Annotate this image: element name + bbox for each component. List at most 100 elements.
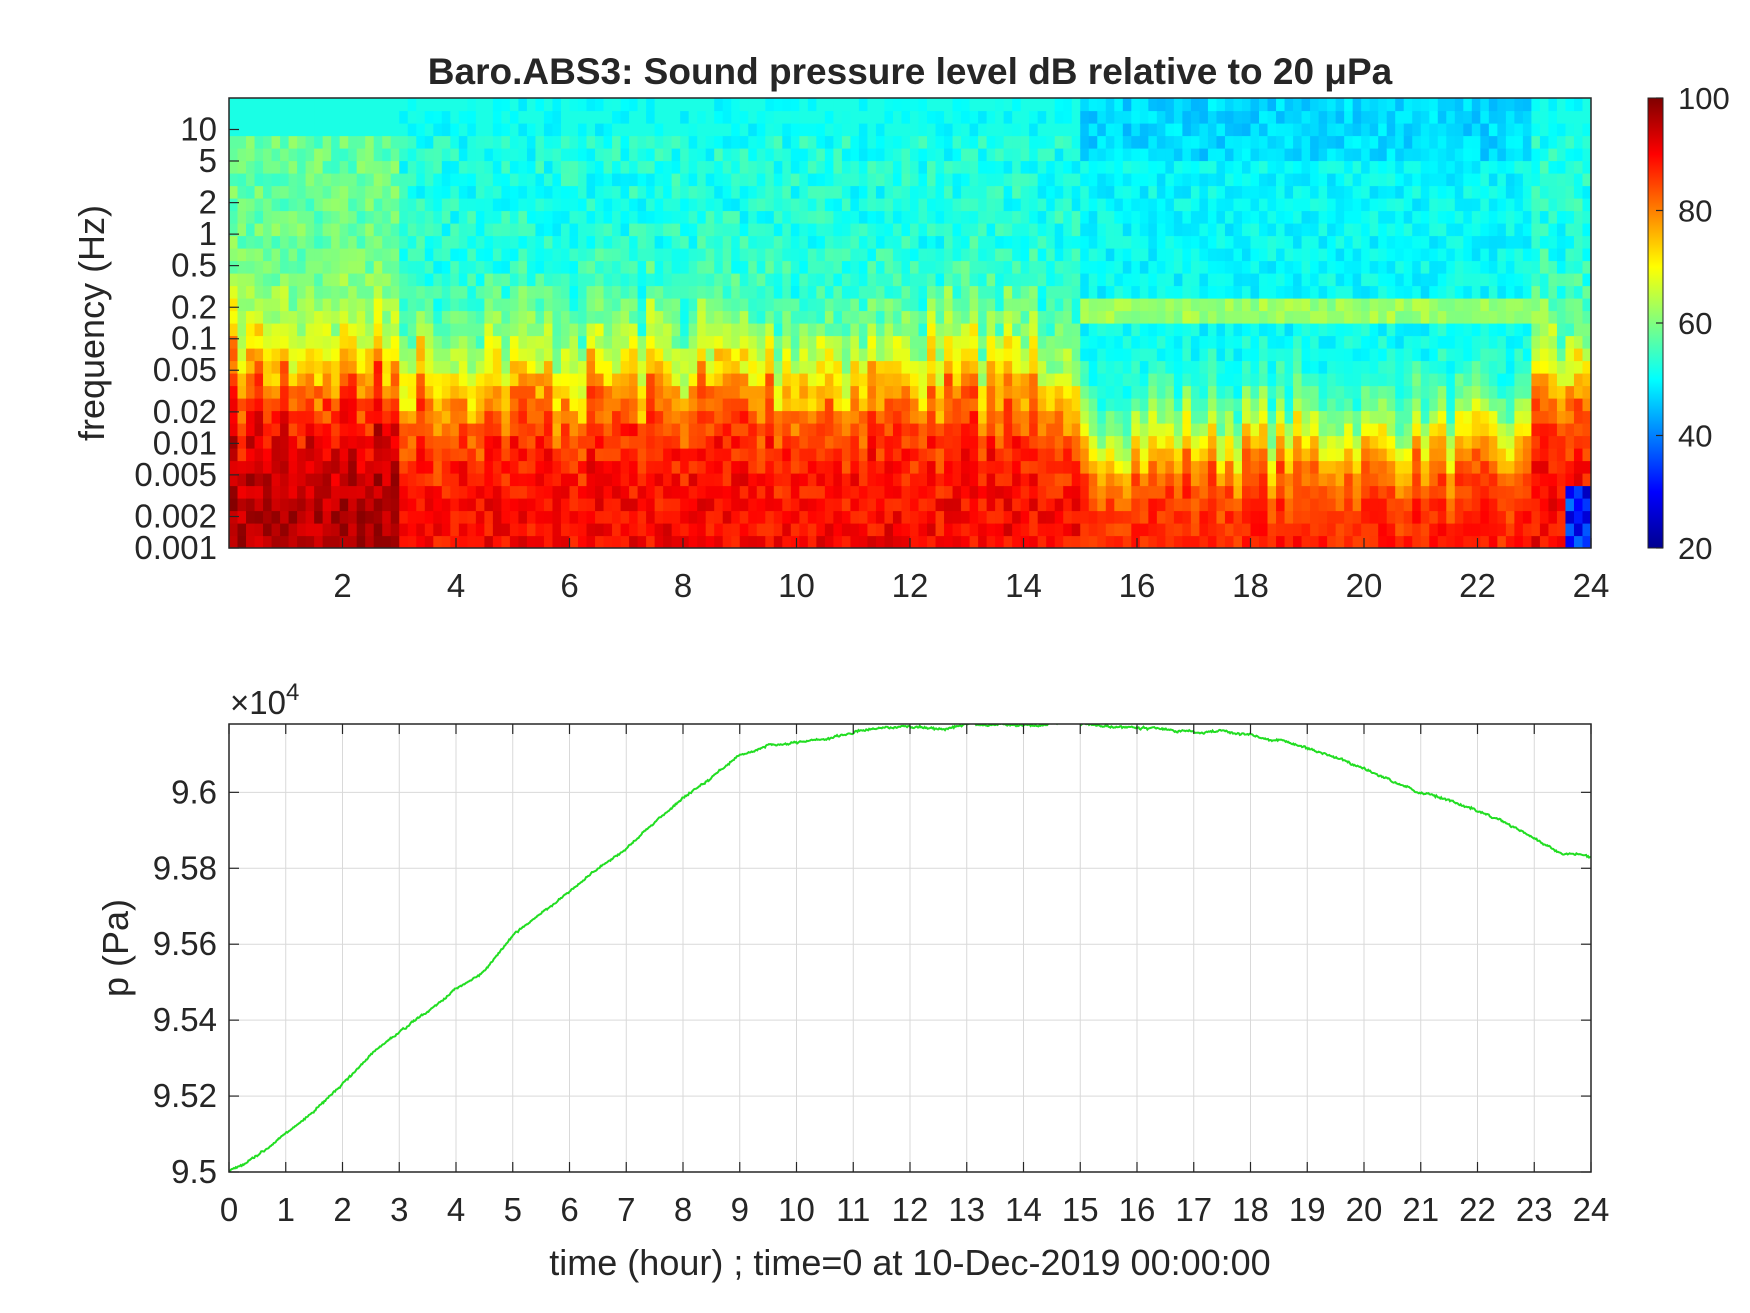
spectrogram-cell bbox=[1054, 373, 1064, 387]
spectrogram-cell bbox=[314, 135, 324, 149]
spectrogram-cell bbox=[263, 510, 273, 524]
spectrogram-cell bbox=[688, 160, 698, 174]
spectrogram-cell bbox=[1224, 398, 1235, 412]
spectrogram-cell bbox=[297, 398, 307, 412]
spectrogram-cell bbox=[475, 223, 485, 237]
spectrogram-cell bbox=[1378, 435, 1388, 449]
spectrogram-cell bbox=[850, 235, 860, 249]
spectrogram-cell bbox=[484, 510, 494, 524]
spectrogram-cell bbox=[714, 435, 724, 449]
spectrogram-cell bbox=[1105, 410, 1115, 424]
spectrogram-cell bbox=[986, 360, 996, 374]
spectrogram-cell bbox=[509, 110, 520, 124]
spectrogram-cell bbox=[1386, 285, 1396, 299]
spectrogram-cell bbox=[1386, 385, 1396, 399]
spectrogram-cell bbox=[714, 273, 724, 287]
spectrogram-cell bbox=[1233, 335, 1243, 349]
spectrogram-cell bbox=[1386, 410, 1396, 424]
spectrogram-cell bbox=[1080, 210, 1090, 224]
spectrogram-cell bbox=[458, 448, 468, 462]
spectrogram-cell bbox=[237, 135, 247, 149]
spectrogram-cell bbox=[339, 110, 349, 124]
spectrogram-cell bbox=[1020, 298, 1030, 312]
spectrogram-cell bbox=[1301, 423, 1311, 437]
spectrogram-cell bbox=[1386, 473, 1396, 487]
spectrogram-cell bbox=[1310, 448, 1320, 462]
spectrogram-cell bbox=[935, 260, 945, 274]
spectrogram-cell bbox=[1122, 360, 1132, 374]
spectrogram-cell bbox=[1114, 160, 1124, 174]
spectrogram-cell bbox=[399, 385, 409, 399]
spectrogram-cell bbox=[1199, 473, 1209, 487]
spectrogram-cell bbox=[501, 485, 511, 499]
spectrogram-cell bbox=[739, 398, 749, 412]
spectrogram-cell bbox=[254, 460, 264, 474]
spectrogram-cell bbox=[1080, 223, 1090, 237]
spectrogram-cell bbox=[1122, 323, 1132, 337]
spectrogram-cell bbox=[1276, 98, 1286, 112]
spectrogram-cell bbox=[1301, 248, 1311, 262]
spectrogram-cell bbox=[1335, 223, 1345, 237]
spectrogram-cell bbox=[1020, 335, 1030, 349]
spectrogram-cell bbox=[714, 385, 724, 399]
spectrogram-cell bbox=[1276, 310, 1286, 324]
spectrogram-cell bbox=[824, 335, 834, 349]
spectrogram-cell bbox=[543, 235, 554, 249]
spectrogram-cell bbox=[1293, 485, 1303, 499]
spectrogram-cell bbox=[1105, 323, 1115, 337]
spectrogram-cell bbox=[407, 223, 417, 237]
spectrogram-cell bbox=[1250, 535, 1260, 548]
spectrogram-cell bbox=[918, 360, 928, 374]
spectrogram-cell bbox=[799, 398, 809, 412]
spectrogram-cell bbox=[246, 298, 256, 312]
spectrogram-cell bbox=[237, 298, 247, 312]
spectrogram-cell bbox=[1293, 448, 1303, 462]
spectrogram-cell bbox=[705, 498, 715, 512]
spectrogram-cell bbox=[969, 185, 979, 199]
spectrogram-cell bbox=[833, 260, 843, 274]
spectrogram-cell bbox=[722, 335, 732, 349]
spectrogram-cell bbox=[961, 473, 971, 487]
spectrogram-cell bbox=[1029, 198, 1039, 212]
spectrogram-cell bbox=[271, 323, 281, 337]
spectrogram-cell bbox=[1250, 385, 1260, 399]
spectrogram-cell bbox=[833, 173, 843, 187]
spectrogram-cell bbox=[1276, 235, 1286, 249]
spectrogram-cell bbox=[927, 110, 937, 124]
spectrogram-cell bbox=[850, 223, 860, 237]
spectrogram-cell bbox=[246, 98, 256, 112]
spectrogram-cell bbox=[1352, 148, 1362, 162]
spectrogram-cell bbox=[1327, 448, 1337, 462]
spectrogram-cell bbox=[1327, 398, 1337, 412]
spectrogram-cell bbox=[254, 98, 264, 112]
spectrogram-cell bbox=[1148, 385, 1158, 399]
spectrogram-cell bbox=[944, 210, 954, 224]
spectrogram-cell bbox=[288, 235, 298, 249]
spectrogram-cell bbox=[892, 398, 903, 412]
spectrogram-cell bbox=[731, 223, 741, 237]
spectrogram-cell bbox=[578, 535, 588, 548]
spectrogram-cell bbox=[339, 223, 349, 237]
spectrogram-cell bbox=[526, 398, 537, 412]
spectrogram-cell bbox=[314, 160, 324, 174]
spectrogram-cell bbox=[773, 110, 783, 124]
spectrogram-cell bbox=[816, 310, 826, 324]
spectrogram-cell bbox=[1293, 148, 1303, 162]
spectrogram-cell bbox=[1148, 135, 1158, 149]
spectrogram-cell bbox=[399, 435, 409, 449]
spectrogram-cell bbox=[654, 160, 664, 174]
spectrogram-cell bbox=[1310, 260, 1320, 274]
spectrogram-cell bbox=[1327, 148, 1337, 162]
spectrogram-cell bbox=[629, 298, 639, 312]
spectrogram-cell bbox=[314, 198, 324, 212]
spectrogram-cell bbox=[322, 223, 332, 237]
spectrogram-cell bbox=[535, 110, 545, 124]
spectrogram-cell bbox=[978, 398, 988, 412]
spectrogram-cell bbox=[892, 410, 903, 424]
spectrogram-cell bbox=[790, 185, 800, 199]
spectrogram-cell bbox=[1403, 335, 1413, 349]
spectrogram-cell bbox=[348, 523, 358, 537]
spectrogram-cell bbox=[484, 135, 494, 149]
spectrogram-cell bbox=[935, 210, 945, 224]
spectrogram-cell bbox=[365, 173, 375, 187]
